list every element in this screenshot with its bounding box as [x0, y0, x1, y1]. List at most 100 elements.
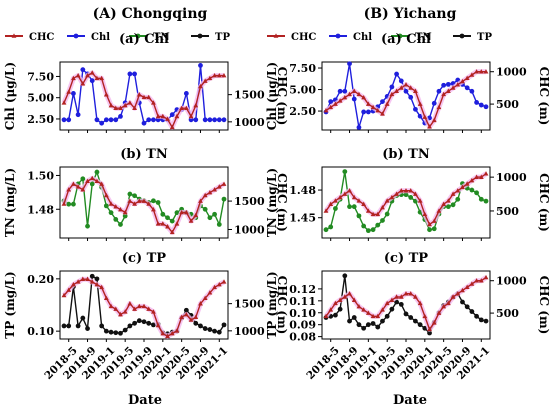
tp-marker [478, 317, 484, 323]
chc-marker [179, 209, 185, 215]
chc-marker [408, 188, 414, 193]
tp-marker [207, 327, 213, 332]
tp-marker [483, 318, 489, 324]
chc-marker [169, 124, 175, 130]
series-line-tp [325, 275, 487, 334]
tn-marker [328, 224, 334, 230]
chc-marker [89, 279, 95, 284]
chl-marker [216, 117, 222, 123]
tp-marker [216, 329, 222, 335]
chl-marker [408, 94, 414, 100]
chc-marker [436, 208, 442, 213]
chc-marker [122, 309, 128, 314]
chc-marker [61, 292, 67, 298]
y-tick-label-left: 2.50 [27, 113, 54, 126]
series-line-chc [63, 72, 224, 128]
chc-marker [333, 300, 338, 306]
chc-marker [427, 326, 432, 332]
chl-marker [398, 78, 404, 84]
chc-marker [347, 91, 352, 97]
chl-marker [431, 100, 437, 106]
chc-marker [71, 181, 76, 186]
chl-marker [351, 96, 357, 102]
chc-marker [136, 92, 142, 97]
chc-marker [323, 107, 329, 113]
chl-marker [103, 117, 109, 123]
y-tick-label-right: 1000 [496, 66, 527, 79]
y-tick-label-right: 500 [496, 205, 519, 218]
tp-marker [365, 322, 371, 328]
chl-marker [394, 71, 399, 77]
chc-marker [174, 221, 180, 226]
y-tick-label-left: 0.12 [289, 283, 316, 296]
panel-title: (c) TP [384, 251, 428, 266]
tp-marker [94, 276, 100, 282]
chc-marker [403, 82, 409, 87]
y-tick-label-left: 1.45 [289, 212, 316, 225]
tp-marker [221, 322, 227, 328]
y-tick-label-left: 1.48 [289, 184, 316, 197]
tp-marker [394, 299, 399, 305]
chc-marker [113, 105, 119, 111]
chc-marker [103, 295, 109, 300]
y-tick-label-left: 7.50 [289, 62, 316, 75]
legend-yichang: CHC Chl TN TP [267, 32, 492, 43]
y-axis-label-right: CHC (m) [537, 276, 550, 335]
chc-marker [356, 304, 362, 309]
legend-label-chc: CHC [29, 32, 54, 43]
chc-marker [333, 101, 338, 106]
tp-marker [99, 323, 105, 329]
chc-marker [132, 201, 137, 206]
chl-marker [94, 117, 100, 123]
tp-marker [342, 273, 348, 279]
chc-marker [146, 94, 152, 100]
x-tick-labels-chongqing: 2018-52018-92019-12019-52019-92020-12020… [42, 345, 230, 382]
chc-marker [212, 187, 217, 192]
tp-marker [61, 323, 67, 329]
tn-marker [160, 211, 166, 217]
chc-marker [193, 212, 199, 218]
chc-marker [188, 317, 194, 322]
panel-title: (b) TN [382, 147, 430, 162]
chl-marker [141, 120, 147, 126]
chc-marker [394, 294, 399, 299]
chc-marker [221, 73, 227, 78]
y-axis-label-left: TN (mg/L) [3, 168, 17, 237]
tp-marker [193, 320, 199, 326]
chc-marker [347, 291, 352, 296]
legend-label-tp: TP [215, 32, 230, 43]
tn-marker [342, 169, 348, 175]
chl-marker [146, 117, 152, 123]
chc-marker [80, 81, 86, 86]
chc-marker [361, 201, 367, 206]
y-tick-label-right: 1000 [234, 116, 265, 129]
chl-marker [441, 82, 447, 88]
y-tick-label-right: 1500 [234, 195, 265, 208]
chc-marker [445, 198, 451, 203]
chc-marker [398, 85, 404, 90]
chc-marker [450, 191, 456, 196]
chc-marker [151, 100, 156, 105]
chc-marker [365, 208, 371, 213]
chl-marker [342, 88, 348, 94]
chc-marker [165, 333, 170, 339]
chc-marker [413, 294, 418, 299]
chc-marker [351, 297, 357, 302]
tp-marker [398, 302, 404, 307]
chc-marker [80, 276, 86, 281]
chc-marker [174, 113, 180, 119]
chc-marker [483, 69, 489, 74]
tn-marker [356, 213, 362, 219]
tn-marker [361, 223, 367, 229]
legend-chongqing: CHC Chl TN TP [5, 32, 230, 43]
chc-marker [375, 313, 381, 319]
y-tick-label-right: 500 [496, 98, 519, 111]
chc-marker [427, 124, 432, 129]
tp-marker [85, 326, 90, 331]
chc-marker [151, 207, 156, 212]
tn-marker [169, 218, 175, 224]
legend-label-tp: TP [477, 32, 492, 43]
y-tick-label-left: 5.00 [289, 84, 316, 97]
tp-marker [356, 322, 362, 328]
